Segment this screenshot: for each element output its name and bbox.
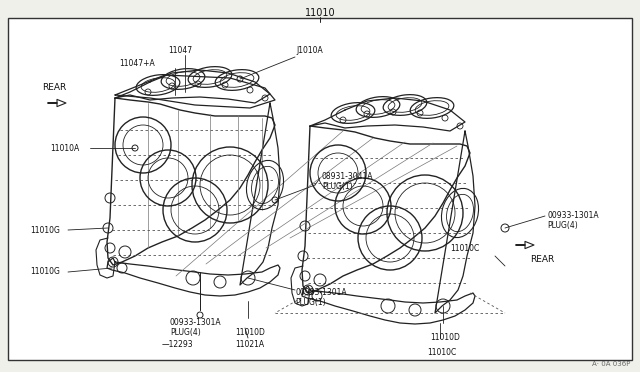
Text: REAR: REAR [42, 83, 67, 92]
Text: PLUG(4): PLUG(4) [547, 221, 578, 230]
Text: PLUG(1): PLUG(1) [322, 182, 353, 191]
Text: 11010: 11010 [305, 8, 335, 18]
Text: 11010A: 11010A [50, 144, 79, 153]
Text: 11010G: 11010G [30, 225, 60, 234]
Text: A· 0A 036P: A· 0A 036P [591, 361, 630, 367]
Text: 11010D: 11010D [430, 333, 460, 342]
Text: PLUG(1): PLUG(1) [295, 298, 326, 307]
Text: 11010C: 11010C [450, 244, 479, 253]
Text: 08931-3041A: 08931-3041A [322, 172, 374, 181]
Text: 11010D: 11010D [235, 328, 265, 337]
Text: REAR: REAR [530, 255, 554, 264]
Text: 11010G: 11010G [30, 267, 60, 276]
Text: PLUG(4): PLUG(4) [170, 328, 201, 337]
Text: 00933-1301A: 00933-1301A [170, 318, 221, 327]
Text: J1010A: J1010A [296, 46, 323, 55]
Polygon shape [48, 99, 66, 107]
Text: —12293: —12293 [162, 340, 194, 349]
Text: 11047+A: 11047+A [119, 59, 155, 68]
Text: 11021A: 11021A [235, 340, 264, 349]
Text: 00933-1301A: 00933-1301A [547, 211, 598, 220]
Text: 11010C: 11010C [427, 348, 456, 357]
Text: 00933-1301A: 00933-1301A [295, 288, 347, 297]
Polygon shape [516, 241, 534, 248]
Text: 11047: 11047 [168, 46, 192, 55]
